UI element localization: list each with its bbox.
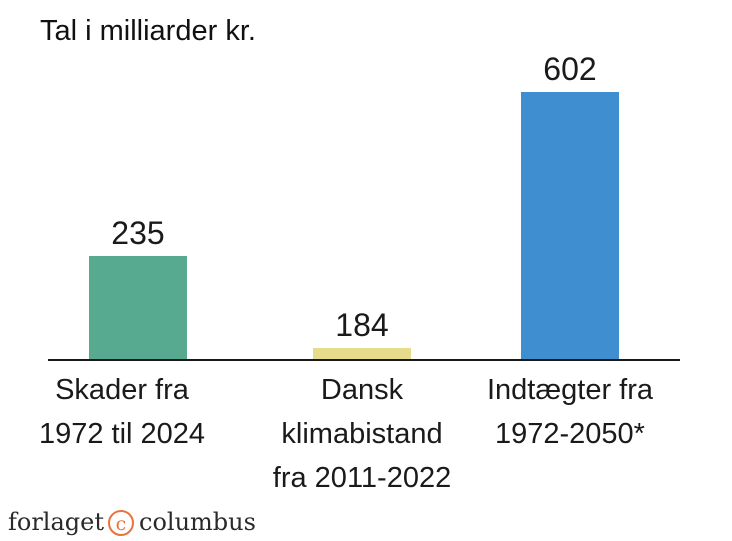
bar-3 [521,92,619,360]
value-labels-group: 235 184 602 [111,51,596,343]
category-label-2-line-3: fra 2011-2022 [273,462,451,494]
category-label-1-line-1: Skader fra [55,374,190,406]
logo-c-letter: c [116,513,127,535]
value-label-3: 602 [543,51,596,87]
publisher-logo: forlaget c columbus [8,508,256,536]
value-label-1: 235 [111,215,164,251]
bar-1 [89,256,187,360]
category-label-3-line-1: Indtægter fra [487,374,654,406]
value-label-2: 184 [335,307,388,343]
logo-text-left: forlaget [8,508,104,536]
category-labels-group: Skader fra 1972 til 2024 Dansk klimabistand… [39,374,654,494]
logo-c-circle-icon [108,510,134,536]
logo-text-right: columbus [139,508,256,536]
category-label-3-line-2: 1972-2050* [495,418,645,450]
bars-group [89,92,619,360]
category-label-2-line-2: klimabistand [281,418,442,450]
category-label-2-line-1: Dansk [321,374,404,406]
category-label-1-line-2: 1972 til 2024 [39,418,205,450]
bar-2 [313,348,411,360]
chart-title: Tal i milliarder kr. [40,15,256,47]
